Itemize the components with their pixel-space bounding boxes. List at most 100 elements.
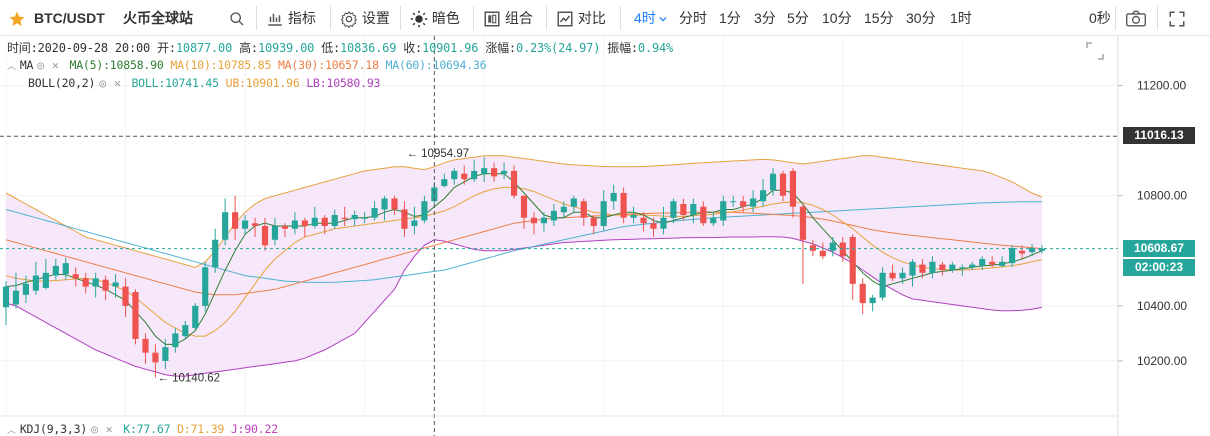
candle <box>829 237 836 257</box>
candle <box>1018 245 1026 260</box>
candle-body <box>789 170 797 207</box>
candle-body <box>82 278 89 287</box>
candle <box>690 198 697 224</box>
candle <box>42 259 49 290</box>
symbol-name[interactable]: BTC/USDT <box>34 10 105 26</box>
candle <box>301 217 308 238</box>
collapse-chevron-icon[interactable]: ︿ <box>7 62 16 72</box>
eye-icon[interactable]: ◎ <box>37 58 44 72</box>
candle-body <box>849 237 856 284</box>
close-label: 收: <box>403 41 423 55</box>
candle-body <box>510 170 518 196</box>
boll-name[interactable]: BOLL(20,2) <box>28 76 96 90</box>
interval-1h[interactable]: 1时 <box>950 10 972 26</box>
candle <box>550 203 557 226</box>
candle-body <box>451 170 458 180</box>
interval-10m[interactable]: 10分 <box>822 10 852 26</box>
candle-body <box>550 210 557 221</box>
candle-body <box>481 168 488 174</box>
combine-button[interactable]: 组合 <box>483 0 533 36</box>
low-value: 10836.69 <box>340 41 397 55</box>
candle <box>989 256 996 268</box>
candle <box>72 267 79 287</box>
layout-icon <box>483 10 501 27</box>
candle-body <box>979 259 986 266</box>
compare-button[interactable]: 对比 <box>556 0 606 36</box>
candle-body <box>839 242 846 257</box>
close-icon[interactable]: ✕ <box>105 422 113 436</box>
candle <box>769 168 777 196</box>
ma-legend: ︿ MA ◎ ✕ MA(5):10858.90 MA(10):10785.85 MA(… <box>7 58 487 72</box>
interval-1m[interactable]: 1分 <box>719 10 741 26</box>
candle-body <box>62 263 69 275</box>
candle <box>391 195 398 215</box>
candle-body <box>540 217 548 224</box>
candle <box>162 338 169 370</box>
candle-body <box>650 223 657 229</box>
candle-body <box>750 198 757 207</box>
candle <box>500 162 508 180</box>
interval-4h[interactable]: 4时 <box>634 10 656 26</box>
boll-lb-value: LB:10580.93 <box>306 76 381 90</box>
candle <box>62 257 69 280</box>
favorite-star-icon[interactable] <box>8 0 26 36</box>
candle <box>660 206 667 235</box>
candle <box>152 344 159 378</box>
candle-body <box>610 192 617 202</box>
interval-15m[interactable]: 15分 <box>864 10 894 26</box>
last-price-tag: 10608.67 <box>1123 239 1195 257</box>
candle-body <box>769 173 777 191</box>
theme-toggle-button[interactable]: 暗色 <box>410 0 460 36</box>
candle-body <box>560 206 567 213</box>
close-icon[interactable]: ✕ <box>113 76 121 90</box>
kdj-k-value: K:77.67 <box>123 422 171 436</box>
eye-icon[interactable]: ◎ <box>91 422 98 436</box>
eye-icon[interactable]: ◎ <box>99 76 106 90</box>
interval-dropdown-icon[interactable] <box>659 0 667 36</box>
toolbar-divider <box>473 6 474 30</box>
candle-body <box>331 214 338 226</box>
camera-icon[interactable] <box>1125 0 1147 36</box>
candle <box>421 195 428 224</box>
candle-body <box>600 201 607 226</box>
candle-body <box>202 267 209 306</box>
candle-body <box>32 275 39 291</box>
fullscreen-icon[interactable] <box>1168 0 1186 36</box>
kdj-legend: ︿ KDJ(9,3,3) ◎ ✕ K:77.67 D:71.39 J:90.22 <box>7 422 278 436</box>
boll-ub-value: UB:10901.96 <box>225 76 300 90</box>
candle-body <box>859 283 866 304</box>
candle-body <box>212 239 219 268</box>
candle-body <box>869 297 876 304</box>
candle-body <box>2 286 10 308</box>
interval-timeline[interactable]: 分时 <box>679 10 707 26</box>
candlestick-chart[interactable]: ← 10954.97 ← 10140.62 11200.00 10800.00 10… <box>0 36 1210 436</box>
interval-30m[interactable]: 30分 <box>906 10 936 26</box>
candle-body <box>889 272 896 279</box>
ma-name[interactable]: MA <box>19 58 34 72</box>
close-icon[interactable]: ✕ <box>52 58 59 72</box>
candle-body <box>730 201 737 203</box>
auto-scale-icon[interactable] <box>1086 42 1104 60</box>
price-axis[interactable]: 11200.00 10800.00 10400.00 10200.00 <box>1118 79 1187 368</box>
interval-5m[interactable]: 5分 <box>787 10 809 26</box>
candle-body <box>899 272 906 279</box>
settings-button[interactable]: 设置 <box>340 0 390 36</box>
candle-body <box>241 220 249 229</box>
kdj-name[interactable]: KDJ(9,3,3) <box>19 422 88 436</box>
candle <box>1028 243 1036 257</box>
change-value: 0.23%(24.97) <box>515 41 601 55</box>
candle-body <box>281 226 289 229</box>
collapse-chevron-icon[interactable]: ︿ <box>7 426 16 436</box>
search-icon[interactable] <box>229 0 245 36</box>
toolbar-divider <box>1157 6 1158 30</box>
candle <box>271 217 279 246</box>
gear-icon <box>340 10 358 29</box>
indicators-button[interactable]: 指标 <box>266 0 316 36</box>
boll-band-fill <box>6 155 1042 377</box>
candle-body <box>1018 250 1026 254</box>
toolbar-divider <box>256 6 257 30</box>
interval-3m[interactable]: 3分 <box>754 10 776 26</box>
candle <box>202 261 209 312</box>
candle <box>889 264 896 282</box>
candle-body <box>1009 248 1016 264</box>
